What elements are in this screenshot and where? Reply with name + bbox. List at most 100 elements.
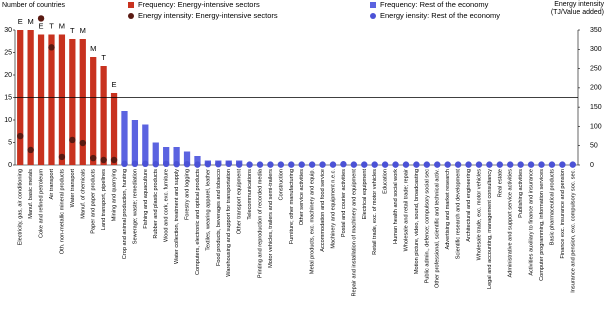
dot [538, 161, 545, 168]
dot [381, 161, 389, 168]
x-tick-label: Activities auxiliary to finance and insu… [529, 169, 535, 276]
x-tick-label: Wholesale and retail trade; repair [403, 169, 409, 252]
legend-label: Energy intensity: Energy-intensive secto… [138, 11, 278, 20]
x-tick-label: Construction [278, 169, 284, 200]
x-tick-label: Furniture; other manufacturing [289, 169, 295, 244]
x-tick-label: Other transport equipment [237, 169, 243, 235]
x-tick-label: Administrative and support service activ… [508, 169, 514, 278]
y-tick-label: 20 [4, 72, 12, 79]
bar [90, 57, 97, 165]
y-tick-label: 25 [4, 49, 12, 56]
dot [69, 136, 76, 144]
dot [298, 161, 305, 168]
x-tick-label: Wood and cork, exc. furniture [164, 169, 170, 242]
x-tick-label: Electricity, gas, air conditioning [18, 169, 24, 245]
dot [319, 161, 326, 168]
dot [340, 161, 347, 168]
x-tick-label: Printing and reproduction of recorded me… [257, 168, 263, 278]
dot [17, 132, 24, 140]
dot [517, 161, 524, 168]
x-tick-label: Forestry and logging [185, 169, 191, 220]
dot [361, 161, 368, 168]
legend-swatch [128, 13, 134, 19]
x-tick-label: Rubber and plastic products [153, 169, 159, 239]
dot [256, 161, 264, 168]
x-tick-label: Public admin., defence; compulsory socia… [424, 169, 430, 284]
x-tick-label: Machinery and equipment n.e.c. [330, 169, 336, 249]
y-tick-label: 15 [4, 94, 12, 101]
x-tick-label: Retail trade, exc. of motor vehicles [372, 169, 378, 255]
x-tick-label: Wholesale trade, exc. motor vehicles [476, 169, 482, 261]
dot [486, 161, 493, 168]
dot [569, 161, 576, 168]
x-tick-label: Textiles, wearing apparel, leather [205, 169, 211, 251]
dot [142, 160, 149, 168]
x-tick-label: Oth. non-metallic mineral products [59, 169, 65, 254]
dot [79, 139, 86, 147]
bar [100, 66, 107, 165]
x-tick-label: Accommodation and food service [320, 169, 326, 252]
dot [559, 161, 566, 168]
legend-label: Frequency: Rest of the economy [380, 0, 489, 9]
x-tick-label: Advertising and market research [445, 169, 451, 250]
bar [194, 156, 201, 165]
dot [225, 160, 232, 168]
bar-annotation: M [59, 21, 65, 30]
dot [423, 161, 431, 168]
dot [100, 156, 107, 164]
bar [142, 124, 149, 165]
dot [204, 161, 212, 168]
legend-swatch [128, 2, 134, 8]
y2-tick-label: 250 [590, 65, 602, 72]
dot [110, 156, 118, 164]
x-tick-label: Repair and installation of machinery and… [351, 169, 357, 297]
dot [235, 161, 243, 168]
bar [58, 34, 66, 165]
dot [496, 161, 504, 168]
bar [183, 151, 191, 165]
x-tick-label: Other professional, scientific and techn… [435, 169, 441, 288]
y-tick-label: 0 [8, 162, 12, 169]
y-tick-label: 10 [4, 117, 12, 124]
legend-swatch [370, 13, 376, 19]
x-tick-label: Water collection, treatment and supply [174, 169, 180, 264]
x-tick-label: Manuf. of chemicals [80, 169, 86, 219]
x-tick-label: Publishing activities [518, 169, 524, 218]
bar-annotation: E [112, 80, 117, 89]
dot [277, 161, 285, 168]
bar [152, 142, 159, 165]
bar [48, 34, 55, 165]
x-tick-label: Finance exc. insurance and pension [560, 169, 566, 259]
bar [163, 147, 170, 165]
x-tick-label: Basic pharmaceutical products [549, 169, 555, 245]
bar-annotation: T [49, 21, 54, 30]
bar [110, 93, 118, 165]
dot [329, 161, 337, 168]
dot [89, 154, 97, 162]
dot [434, 161, 441, 168]
dot [527, 161, 535, 168]
bar-annotation: E [39, 21, 44, 30]
dot [465, 161, 472, 168]
dot [402, 161, 410, 168]
dot [475, 161, 483, 168]
x-tick-label: Insurance and pension, exc. compulsory s… [570, 169, 576, 293]
x-tick-label: Sewerage; waste; remediation [132, 169, 138, 244]
bar-annotation: M [90, 44, 96, 53]
dot [48, 44, 55, 51]
x-tick-label: Paper and paper products [91, 169, 97, 234]
dot [308, 161, 316, 168]
y-tick-label: 30 [4, 27, 12, 34]
dot [58, 153, 66, 161]
dot [267, 161, 274, 168]
dot [194, 161, 201, 168]
bar-annotation: T [70, 26, 75, 35]
x-tick-label: Manuf. basic metals [28, 169, 34, 219]
x-tick-label: Human health and social work [393, 169, 399, 244]
bar-annotation: E [18, 17, 23, 26]
x-tick-label: Real estate [497, 169, 503, 197]
y2-axis-title: Energy intensity (TJ/Value added) [550, 1, 604, 16]
y-axis-title: Number of countries [2, 2, 66, 9]
bar [173, 147, 180, 165]
